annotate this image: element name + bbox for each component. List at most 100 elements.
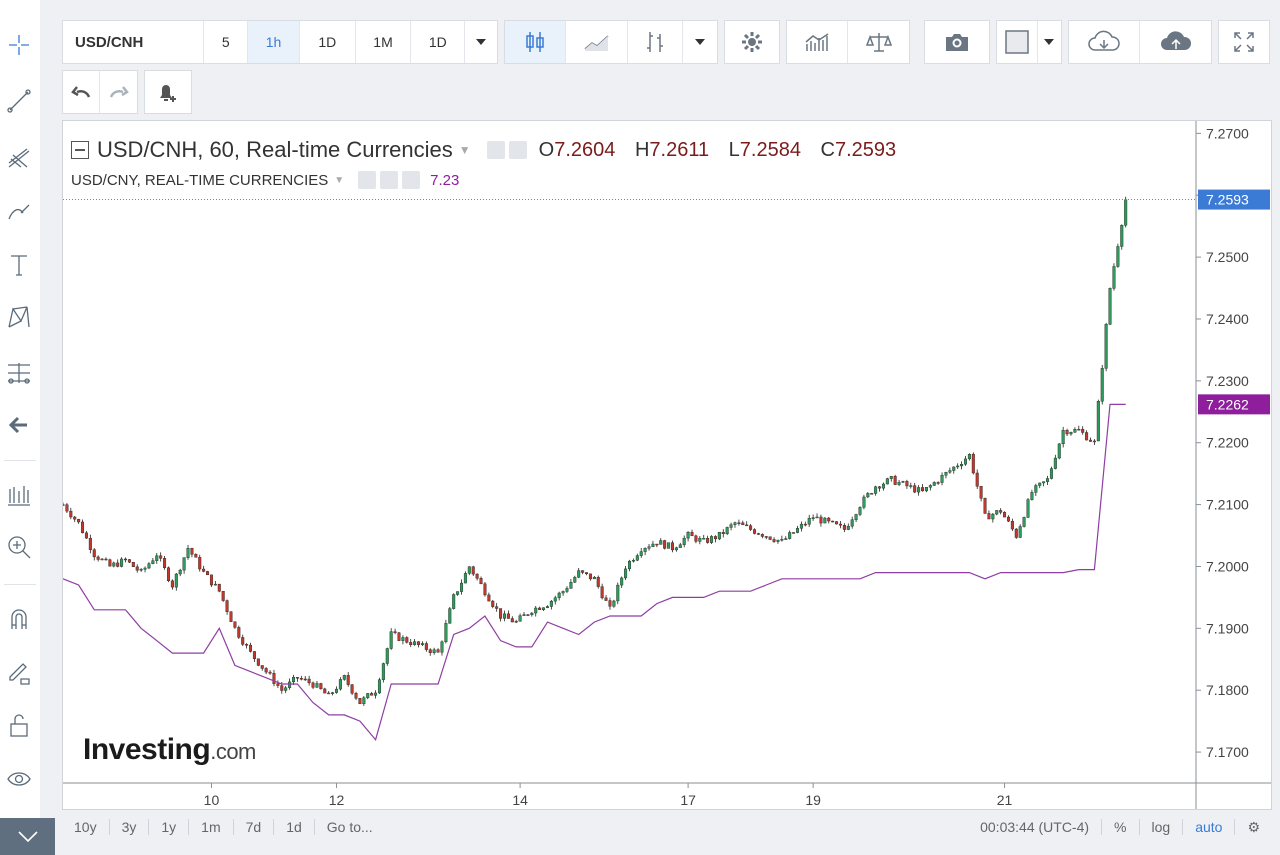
add-alert-icon[interactable]: [145, 71, 191, 113]
candle-body: [249, 644, 253, 652]
collapse-legend-icon[interactable]: [71, 141, 89, 159]
y-tick-label: 7.2700: [1206, 125, 1249, 141]
y-tick-label: 7.2400: [1206, 311, 1249, 327]
candle-body: [323, 688, 327, 694]
arrow-left-icon[interactable]: [2, 408, 36, 442]
area-chart-icon[interactable]: [566, 21, 628, 63]
candle-body: [928, 485, 932, 488]
percent-scale-toggle[interactable]: %: [1102, 819, 1140, 835]
main-series-title[interactable]: USD/CNH, 60, Real-time Currencies: [97, 137, 453, 162]
chart-style-dropdown-icon[interactable]: [683, 21, 717, 63]
candles-icon[interactable]: [505, 21, 567, 63]
candle-body: [549, 600, 553, 607]
range-1m[interactable]: 1m: [189, 819, 234, 835]
text-tool-icon[interactable]: [2, 248, 36, 282]
auto-scale-toggle[interactable]: auto: [1183, 819, 1236, 835]
background-color-swatch[interactable]: [997, 21, 1038, 63]
zoom-in-icon[interactable]: [2, 530, 36, 564]
candle-body: [377, 679, 381, 694]
pattern-tool-icon[interactable]: [2, 300, 36, 334]
chart-panel[interactable]: 7.27007.26007.25007.24007.23007.22007.21…: [62, 120, 1272, 810]
interval-5[interactable]: 5: [204, 21, 249, 63]
candle-body: [334, 688, 338, 693]
magnet-icon[interactable]: [2, 602, 36, 636]
compare-visibility-icon[interactable]: [358, 171, 377, 189]
candle-body: [424, 643, 428, 650]
fib-tool-icon[interactable]: [2, 140, 36, 174]
camera-icon[interactable]: [925, 21, 989, 63]
candle-body: [370, 693, 374, 696]
compare-menu-icon[interactable]: ▼: [334, 174, 345, 186]
candle-body: [1092, 440, 1096, 443]
candle-body: [354, 693, 358, 699]
indicators-toolbar-icon[interactable]: [787, 21, 849, 63]
candle-body: [1069, 432, 1073, 435]
candle-body: [772, 539, 776, 542]
candle-body: [327, 692, 331, 695]
candle-body: [436, 649, 440, 653]
trend-line-icon[interactable]: [2, 84, 36, 118]
symbol-input[interactable]: USD/CNH: [63, 21, 205, 63]
cloud-download-icon[interactable]: [1069, 21, 1140, 63]
series-menu-icon[interactable]: ▼: [458, 143, 471, 157]
interval-1h[interactable]: 1h: [248, 21, 300, 63]
compare-settings-icon[interactable]: [380, 171, 399, 189]
candle-body: [713, 536, 717, 540]
candle-body: [862, 496, 866, 508]
candle-body: [69, 510, 73, 518]
cloud-upload-icon[interactable]: [1140, 21, 1211, 63]
range-1y[interactable]: 1y: [149, 819, 190, 835]
log-scale-toggle[interactable]: log: [1140, 819, 1184, 835]
candle-body: [284, 687, 288, 691]
candle-body: [717, 531, 721, 540]
compare-scale-icon[interactable]: [848, 21, 909, 63]
price-chart[interactable]: 7.27007.26007.25007.24007.23007.22007.21…: [63, 121, 1271, 809]
candle-body: [604, 597, 608, 601]
interval-dropdown-icon[interactable]: [465, 21, 497, 63]
candle-body: [702, 538, 706, 540]
bars-icon[interactable]: [628, 21, 684, 63]
interval-1d[interactable]: 1D: [300, 21, 356, 63]
range-7d[interactable]: 7d: [234, 819, 275, 835]
candle-body: [854, 514, 858, 520]
eye-icon[interactable]: [2, 762, 36, 796]
candle-body: [374, 692, 378, 696]
candle-body: [624, 568, 628, 579]
undo-icon[interactable]: [63, 71, 101, 113]
candle-body: [756, 533, 760, 535]
interval-1m[interactable]: 1M: [356, 21, 412, 63]
lock-drawing-icon[interactable]: [2, 654, 36, 688]
interval-custom[interactable]: 1D: [411, 21, 466, 63]
bottom-bar: 10y 3y 1y 1m 7d 1d Go to... 00:03:44 (UT…: [62, 812, 1272, 842]
range-3y[interactable]: 3y: [110, 819, 150, 835]
goto-date-button[interactable]: Go to...: [326, 819, 373, 835]
redo-icon[interactable]: [100, 71, 137, 113]
range-10y[interactable]: 10y: [62, 819, 110, 835]
candle-body: [331, 692, 335, 694]
candle-body: [745, 524, 749, 527]
candle-body: [999, 510, 1003, 513]
chevron-down-icon[interactable]: [0, 818, 55, 855]
range-1d[interactable]: 1d: [274, 819, 315, 835]
candle-body: [909, 485, 913, 487]
candle-body: [917, 487, 921, 493]
brush-icon[interactable]: [2, 194, 36, 228]
fullscreen-icon[interactable]: [1219, 21, 1269, 63]
compare-series-title[interactable]: USD/CNY, REAL-TIME CURRENCIES: [71, 171, 329, 189]
series-settings-icon[interactable]: [508, 141, 527, 159]
compare-remove-icon[interactable]: [402, 171, 421, 189]
usd-cny-line: [63, 403, 1126, 741]
indicators-icon[interactable]: [2, 478, 36, 512]
candle-body: [846, 525, 850, 530]
candle-body: [881, 483, 885, 489]
measure-tool-icon[interactable]: [2, 356, 36, 390]
color-dropdown-icon[interactable]: [1038, 21, 1061, 63]
unlock-icon[interactable]: [2, 708, 36, 742]
visibility-icon[interactable]: [486, 141, 505, 159]
gear-icon[interactable]: [725, 21, 779, 63]
crosshair-icon[interactable]: [2, 28, 36, 62]
chart-settings-gear-icon[interactable]: ⚙: [1247, 818, 1260, 835]
candle-body: [1010, 520, 1014, 530]
candle-body: [288, 681, 292, 688]
candle-body: [553, 597, 557, 602]
